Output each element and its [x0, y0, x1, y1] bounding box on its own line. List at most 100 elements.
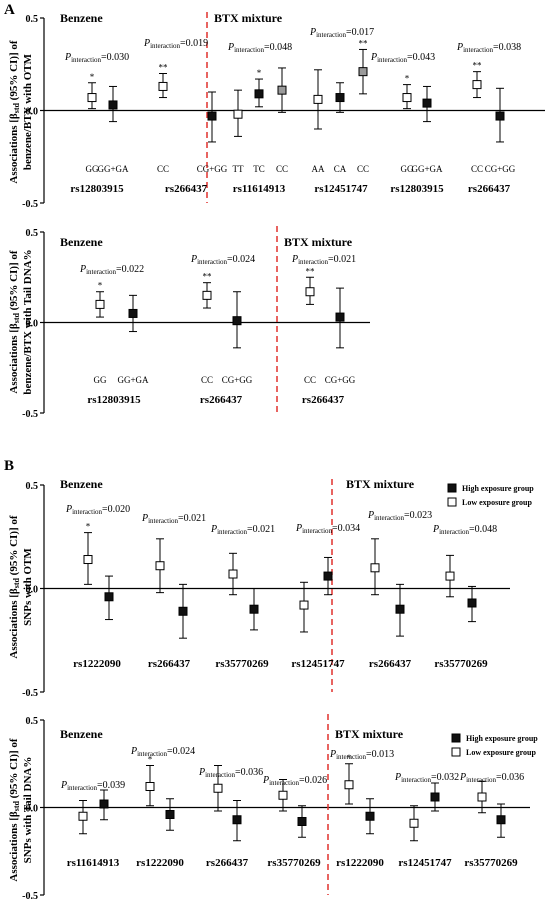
- p-interaction-label: Pinteraction=0.032: [394, 772, 459, 784]
- y-tick-label: 0.5: [26, 716, 39, 727]
- y-tick-label: -0.5: [22, 891, 38, 900]
- y-axis-label-line-2: benzene/BTX with OTM: [22, 53, 34, 170]
- significance-mark: *: [98, 281, 103, 291]
- legend-marker: [447, 497, 457, 507]
- genotype-label: CC: [304, 375, 316, 385]
- p-value: =0.048: [469, 524, 497, 535]
- point-estimate: [323, 571, 333, 581]
- p-subscript: interaction: [316, 31, 346, 39]
- point-estimate: [83, 555, 93, 565]
- genotype-label: GG: [401, 164, 414, 174]
- p-interaction-label: Pinteraction=0.024: [130, 746, 195, 758]
- p-symbol: P: [370, 52, 377, 63]
- snp-label: rs1222090: [136, 857, 184, 869]
- point-estimate: [297, 817, 307, 826]
- y-tick-label: 0.0: [26, 585, 39, 596]
- point-estimate: [313, 94, 323, 104]
- p-value: =0.036: [496, 772, 524, 783]
- p-symbol: P: [141, 513, 148, 524]
- snp-label: rs35770269: [215, 658, 269, 670]
- point-estimate: [344, 780, 354, 790]
- legend-label: High exposure group: [466, 734, 538, 743]
- p-value: =0.020: [102, 504, 130, 515]
- section-title: Benzene: [60, 235, 103, 249]
- p-interaction-label: Pinteraction=0.021: [291, 254, 356, 266]
- y-tick-label: 0.0: [26, 319, 39, 330]
- snp-label: rs12451747: [314, 183, 368, 195]
- point-estimate: [207, 111, 217, 121]
- snp-group: Pinteraction=0.021 rs35770269: [210, 524, 275, 670]
- significance-mark: **: [306, 266, 316, 276]
- y-axis-label-line-1: Associations [β: [8, 588, 20, 658]
- y-axis-label-line-1-rest: (95% CI)] of: [8, 250, 20, 313]
- snp-label: rs1222090: [73, 658, 121, 670]
- snp-label: rs11614913: [67, 857, 120, 869]
- p-subscript: interaction: [137, 750, 167, 758]
- point-estimate: [365, 811, 375, 821]
- snp-group: Pinteraction=0.019 ** CC CG+GG rs266437: [143, 38, 228, 195]
- p-value: =0.017: [346, 27, 374, 38]
- genotype-label: GG+GA: [97, 164, 129, 174]
- snp-label: rs12803915: [70, 183, 124, 195]
- y-axis-label-line-2: SNPs with Tail DNA%: [22, 757, 34, 864]
- p-value: =0.024: [167, 746, 195, 757]
- genotype-label: CC: [276, 164, 288, 174]
- snp-group: Pinteraction=0.021 rs266437: [141, 513, 206, 670]
- genotype-label: CG+GG: [197, 164, 228, 174]
- p-symbol: P: [190, 254, 197, 265]
- point-estimate: [402, 93, 412, 103]
- genotype-label: GG+GA: [411, 164, 443, 174]
- y-tick-label: 0.0: [26, 107, 39, 118]
- y-axis-label-line-1-rest: (95% CI)] of: [8, 40, 20, 103]
- p-symbol: P: [394, 772, 401, 783]
- p-interaction-label: Pinteraction=0.026: [262, 775, 327, 787]
- p-interaction-label: Pinteraction=0.048: [227, 42, 292, 54]
- p-symbol: P: [65, 504, 72, 515]
- chart-panel-1: A 0.5 0.0 -0.5 Associations [βstd (95% CI)] …: [4, 2, 545, 210]
- snp-label: rs266437: [369, 658, 412, 670]
- snp-group: Pinteraction=0.032 rs12451747: [394, 772, 459, 869]
- y-axis-label: Associations [βstd (95% CI)] of benzene/B…: [8, 249, 34, 394]
- snp-label: rs35770269: [434, 658, 488, 670]
- p-value: =0.043: [407, 52, 435, 63]
- genotype-label: CA: [334, 164, 347, 174]
- p-value: =0.039: [97, 780, 125, 791]
- point-estimate: [278, 790, 288, 800]
- legend-marker: [451, 747, 461, 757]
- p-interaction-label: Pinteraction=0.034: [295, 523, 360, 535]
- point-estimate: [232, 316, 242, 326]
- snp-group: Pinteraction=0.026 rs35770269: [262, 775, 327, 869]
- p-subscript: interaction: [377, 56, 407, 64]
- p-interaction-label: Pinteraction=0.020: [65, 504, 130, 516]
- point-estimate: [305, 287, 315, 297]
- p-symbol: P: [459, 772, 466, 783]
- genotype-label: CG+GG: [485, 164, 516, 174]
- point-estimate: [370, 563, 380, 573]
- section-title: BTX mixture: [214, 11, 283, 25]
- y-axis-label-subscript: std: [12, 103, 21, 114]
- y-tick-label: 0.0: [26, 804, 39, 815]
- p-value: =0.022: [116, 264, 144, 275]
- p-value: =0.021: [178, 513, 206, 524]
- genotype-label: AA: [312, 164, 325, 174]
- p-symbol: P: [198, 767, 205, 778]
- genotype-label: CC: [357, 164, 369, 174]
- significance-mark: *: [86, 522, 91, 532]
- snp-label: rs266437: [148, 658, 191, 670]
- p-value: =0.038: [493, 42, 521, 53]
- point-estimate: [335, 93, 345, 103]
- p-symbol: P: [367, 510, 374, 521]
- p-subscript: interaction: [86, 268, 116, 276]
- y-tick-label: 0.5: [26, 228, 39, 239]
- p-symbol: P: [210, 524, 217, 535]
- p-subscript: interaction: [463, 46, 493, 54]
- legend-marker: [451, 733, 461, 743]
- snp-label: rs266437: [206, 857, 249, 869]
- genotype-label: CC: [471, 164, 483, 174]
- point-estimate: [99, 799, 109, 809]
- point-estimate: [358, 67, 368, 77]
